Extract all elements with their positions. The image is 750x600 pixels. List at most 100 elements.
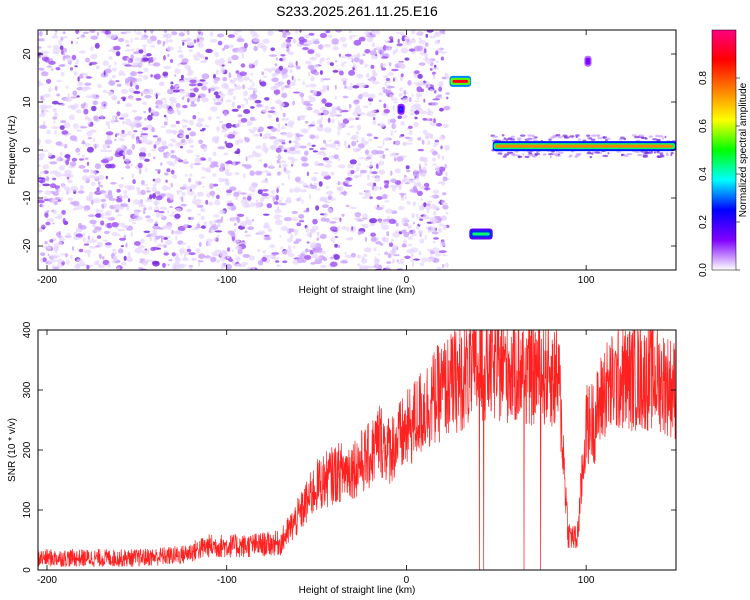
noise-blob [175, 235, 178, 241]
noise-blob [235, 124, 241, 128]
noise-blob [314, 160, 319, 166]
noise-blob [401, 178, 407, 182]
noise-blob [371, 171, 378, 175]
noise-blob [201, 208, 206, 212]
noise-blob [385, 208, 393, 214]
noise-blob [317, 119, 322, 125]
noise-blob [121, 88, 129, 94]
noise-blob [148, 63, 153, 66]
noise-blob [408, 125, 413, 129]
noise-blob [358, 93, 363, 100]
noise-blob [431, 247, 440, 253]
noise-blob [52, 44, 59, 50]
noise-blob [165, 179, 168, 183]
noise-blob [287, 51, 295, 56]
noise-blob [102, 239, 108, 242]
noise-blob [67, 93, 70, 99]
noise-blob [327, 117, 331, 123]
noise-blob [45, 176, 50, 182]
noise-blob [179, 186, 187, 190]
noise-blob [76, 262, 80, 269]
noise-blob [340, 55, 347, 59]
noise-blob [205, 48, 213, 54]
noise-blob [187, 30, 190, 35]
noise-blob [424, 52, 428, 59]
noise-blob [90, 93, 97, 99]
noise-blob [51, 125, 59, 129]
carrier-halo [527, 153, 533, 156]
carrier-halo [607, 137, 611, 140]
noise-blob [178, 159, 184, 163]
noise-blob [315, 205, 320, 211]
noise-blob [139, 168, 142, 175]
snr-y-tick-label: 200 [22, 441, 33, 458]
noise-blob [326, 185, 329, 189]
noise-blob [98, 184, 104, 188]
noise-blob [179, 196, 182, 200]
noise-blob [226, 254, 230, 259]
noise-blob [424, 204, 433, 210]
noise-blob [243, 90, 248, 97]
noise-blob [270, 145, 275, 150]
noise-blob [191, 101, 195, 105]
noise-blob [128, 218, 134, 222]
noise-blob [258, 159, 263, 162]
noise-blob [183, 77, 187, 80]
noise-blob [274, 63, 278, 67]
carrier-halo [607, 152, 610, 155]
noise-blob [282, 33, 287, 38]
noise-blob [178, 91, 186, 94]
noise-blob [436, 267, 442, 270]
noise-blob [440, 56, 445, 61]
carrier-halo [531, 154, 535, 158]
noise-blob [231, 108, 239, 112]
noise-blob [229, 44, 234, 49]
noise-blob [294, 230, 298, 236]
noise-blob [127, 76, 134, 82]
noise-blob [91, 170, 96, 174]
noise-blob [244, 164, 252, 170]
noise-blob [185, 37, 192, 42]
noise-blob [341, 62, 345, 67]
noise-blob [281, 182, 285, 186]
noise-blob [432, 189, 440, 194]
noise-blob [320, 233, 327, 240]
noise-blob [304, 150, 309, 156]
noise-blob [320, 171, 329, 177]
noise-blob [311, 225, 319, 231]
noise-blob [362, 53, 366, 57]
noise-blob [336, 107, 341, 111]
noise-blob [212, 173, 217, 177]
noise-blob [218, 58, 226, 64]
noise-blob [367, 36, 374, 43]
noise-blob [55, 141, 63, 146]
carrier-halo [528, 151, 532, 154]
noise-blob [143, 230, 151, 233]
noise-blob [149, 194, 153, 200]
noise-blob [255, 145, 262, 150]
noise-blob [435, 50, 439, 56]
noise-blob [201, 127, 206, 131]
noise-blob [53, 209, 57, 215]
noise-blob [90, 53, 98, 60]
noise-blob [306, 207, 310, 212]
noise-blob [429, 195, 436, 198]
noise-blob [302, 47, 309, 51]
noise-blob [276, 205, 279, 211]
noise-blob [264, 170, 268, 174]
noise-blob [247, 195, 252, 201]
noise-blob [390, 97, 398, 102]
noise-blob [444, 163, 447, 169]
noise-blob [245, 219, 248, 222]
noise-blob [116, 197, 123, 203]
noise-blob [358, 82, 366, 88]
noise-blob [344, 251, 347, 256]
noise-blob [393, 130, 397, 133]
noise-blob [163, 252, 169, 256]
noise-blob [101, 204, 105, 209]
noise-blob [38, 56, 41, 59]
noise-blob [248, 128, 252, 132]
noise-blob [332, 46, 340, 51]
noise-blob [377, 253, 381, 256]
noise-blob [369, 160, 373, 166]
